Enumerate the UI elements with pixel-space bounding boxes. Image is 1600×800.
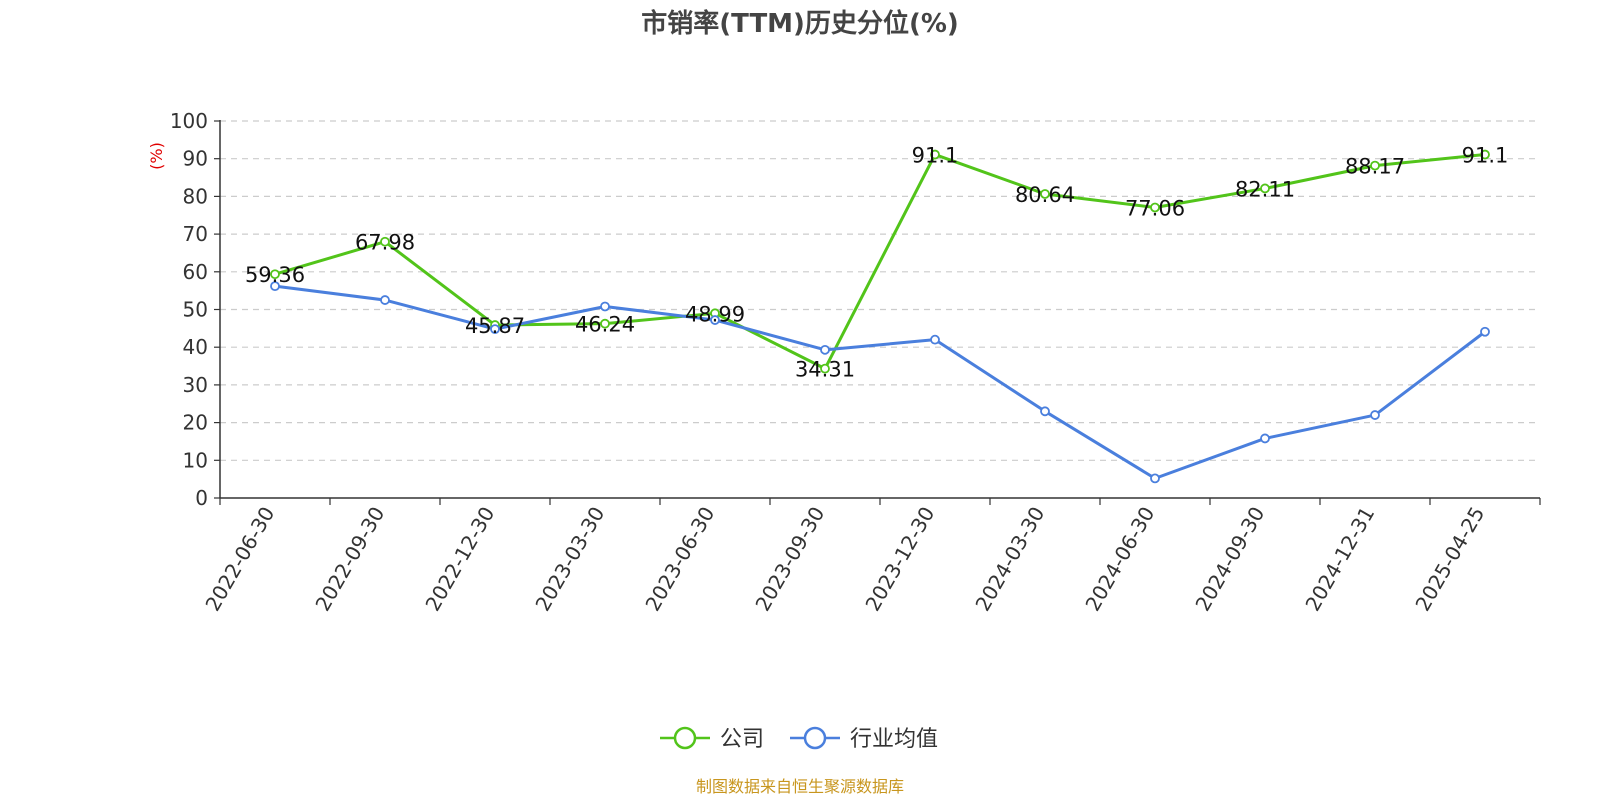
data-label: 77.06 — [1125, 196, 1185, 220]
data-point-0[interactable] — [1260, 183, 1270, 194]
data-label: 59.36 — [245, 263, 305, 287]
legend-company-label: 公司 — [720, 727, 764, 752]
x-tick-label: 2023-06-30 — [640, 503, 719, 616]
data-point-0[interactable] — [930, 149, 940, 160]
series-layer — [270, 149, 1490, 484]
data-label: 45.87 — [465, 314, 525, 338]
x-tick-label: 2023-12-30 — [860, 503, 939, 616]
data-label: 67.98 — [355, 231, 415, 255]
grid-lines — [220, 120, 1540, 461]
y-tick-label: 10 — [183, 448, 208, 472]
data-point-1[interactable] — [1260, 433, 1270, 444]
y-tick-label: 40 — [183, 335, 208, 359]
data-labels: 59.36 67.98 45.87 46.24 48.99 34.31 91.1 80.64 7… — [245, 144, 1508, 382]
y-tick-label: 0 — [195, 486, 208, 510]
y-tick-label: 80 — [183, 184, 208, 208]
x-tick-label: 2025-04-25 — [1410, 503, 1489, 616]
data-label: 48.99 — [685, 302, 745, 326]
data-point-1[interactable] — [490, 324, 500, 335]
data-point-1[interactable] — [710, 315, 720, 325]
x-tick-label: 2023-09-30 — [750, 503, 829, 616]
data-source-note: 制图数据来自恒生聚源数据库 — [696, 777, 904, 796]
data-label: 82.11 — [1235, 177, 1295, 201]
data-point-1[interactable] — [1150, 473, 1160, 484]
x-tick-label: 2024-03-30 — [970, 503, 1049, 616]
data-label: 46.24 — [575, 313, 635, 337]
data-point-0[interactable] — [1370, 160, 1380, 171]
x-tick-label: 2024-09-30 — [1190, 503, 1269, 616]
data-label: 80.64 — [1015, 183, 1075, 207]
data-point-0[interactable] — [600, 318, 610, 329]
data-label: 91.1 — [912, 144, 959, 168]
legend-industry-marker — [803, 726, 827, 750]
legend: 公司 行业均值 — [660, 726, 938, 752]
series-line-0 — [274, 153, 1486, 371]
data-point-0[interactable] — [1150, 202, 1160, 213]
data-point-1[interactable] — [600, 301, 610, 312]
y-tick-label: 30 — [183, 373, 208, 397]
data-point-0[interactable] — [270, 269, 280, 280]
chart-title: 市销率(TTM)历史分位(%) — [641, 8, 959, 39]
x-tick-label: 2023-03-30 — [530, 503, 609, 616]
y-axis-label: (%) — [147, 142, 166, 170]
data-point-1[interactable] — [930, 334, 940, 345]
x-tick-label: 2024-12-31 — [1300, 503, 1379, 616]
x-tick-label: 2024-06-30 — [1080, 503, 1159, 616]
data-point-1[interactable] — [1480, 326, 1490, 337]
series-line-1 — [274, 284, 1486, 480]
data-point-0[interactable] — [820, 363, 830, 374]
x-tick-label: 2022-12-30 — [420, 503, 499, 616]
data-point-1[interactable] — [270, 281, 280, 292]
data-point-0[interactable] — [380, 236, 390, 247]
y-tick-label: 20 — [183, 411, 208, 435]
data-point-1[interactable] — [1040, 406, 1050, 417]
y-tick-label: 70 — [183, 222, 208, 246]
data-point-0[interactable] — [1480, 149, 1490, 160]
x-tick-label: 2022-09-30 — [310, 503, 389, 616]
y-tick-label: 100 — [170, 109, 208, 133]
data-point-1[interactable] — [820, 344, 830, 355]
y-tick-label: 50 — [183, 298, 208, 322]
x-tick-label: 2022-06-30 — [200, 503, 279, 616]
legend-industry-label: 行业均值 — [850, 727, 938, 752]
legend-item-company[interactable]: 公司 — [660, 726, 764, 752]
data-point-1[interactable] — [380, 295, 390, 305]
legend-company-marker — [673, 726, 697, 750]
y-tick-label: 90 — [183, 147, 208, 171]
data-point-1[interactable] — [1370, 410, 1380, 420]
data-label: 91.1 — [1462, 144, 1509, 168]
legend-item-industry-average[interactable]: 行业均值 — [790, 726, 938, 752]
data-label: 34.31 — [795, 358, 855, 382]
data-label: 88.17 — [1345, 155, 1405, 179]
data-point-0[interactable] — [1040, 189, 1050, 199]
y-tick-label: 60 — [183, 260, 208, 284]
